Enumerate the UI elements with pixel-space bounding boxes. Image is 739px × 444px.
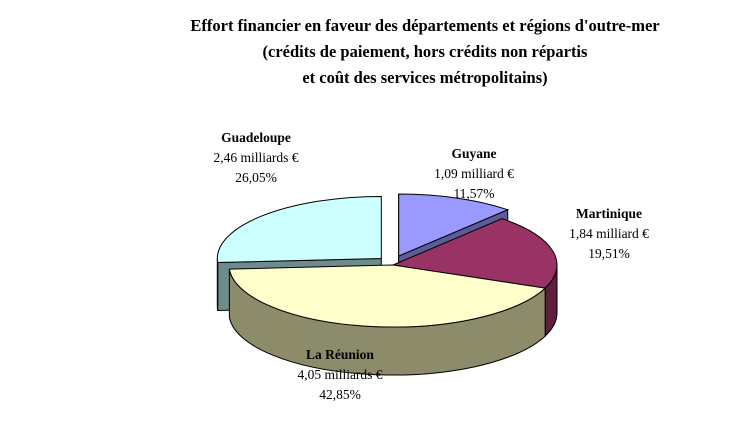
chart-title-line-3: et coût des services métropolitains) <box>302 68 547 87</box>
label-percent-guyane: 11,57% <box>453 186 494 201</box>
label-amount-la-r-union: 4,05 milliards € <box>297 367 382 382</box>
chart-title: Effort financier en faveur des départeme… <box>190 16 659 87</box>
slice-guadeloupe <box>216 195 382 264</box>
label-name-guadeloupe: Guadeloupe <box>221 130 291 145</box>
label-name-martinique: Martinique <box>576 206 642 221</box>
chart-title-line-1: Effort financier en faveur des départeme… <box>190 16 659 35</box>
label-amount-guyane: 1,09 milliard € <box>434 166 514 181</box>
pie-slices <box>216 193 558 376</box>
label-amount-martinique: 1,84 milliard € <box>569 226 649 241</box>
label-percent-la-r-union: 42,85% <box>319 387 361 402</box>
label-amount-guadeloupe: 2,46 milliards € <box>213 150 298 165</box>
slice-labels: Guyane 1,09 milliard € 11,57% Martinique 1,8… <box>213 130 649 402</box>
label-name-guyane: Guyane <box>451 146 496 161</box>
label-percent-guadeloupe: 26,05% <box>235 170 277 185</box>
slice-la-r-union <box>228 264 547 328</box>
slice-guyane <box>398 193 510 257</box>
label-name-la-r-union: La Réunion <box>306 347 374 362</box>
label-percent-martinique: 19,51% <box>588 246 630 261</box>
chart-title-line-2: (crédits de paiement, hors crédits non r… <box>263 42 588 61</box>
